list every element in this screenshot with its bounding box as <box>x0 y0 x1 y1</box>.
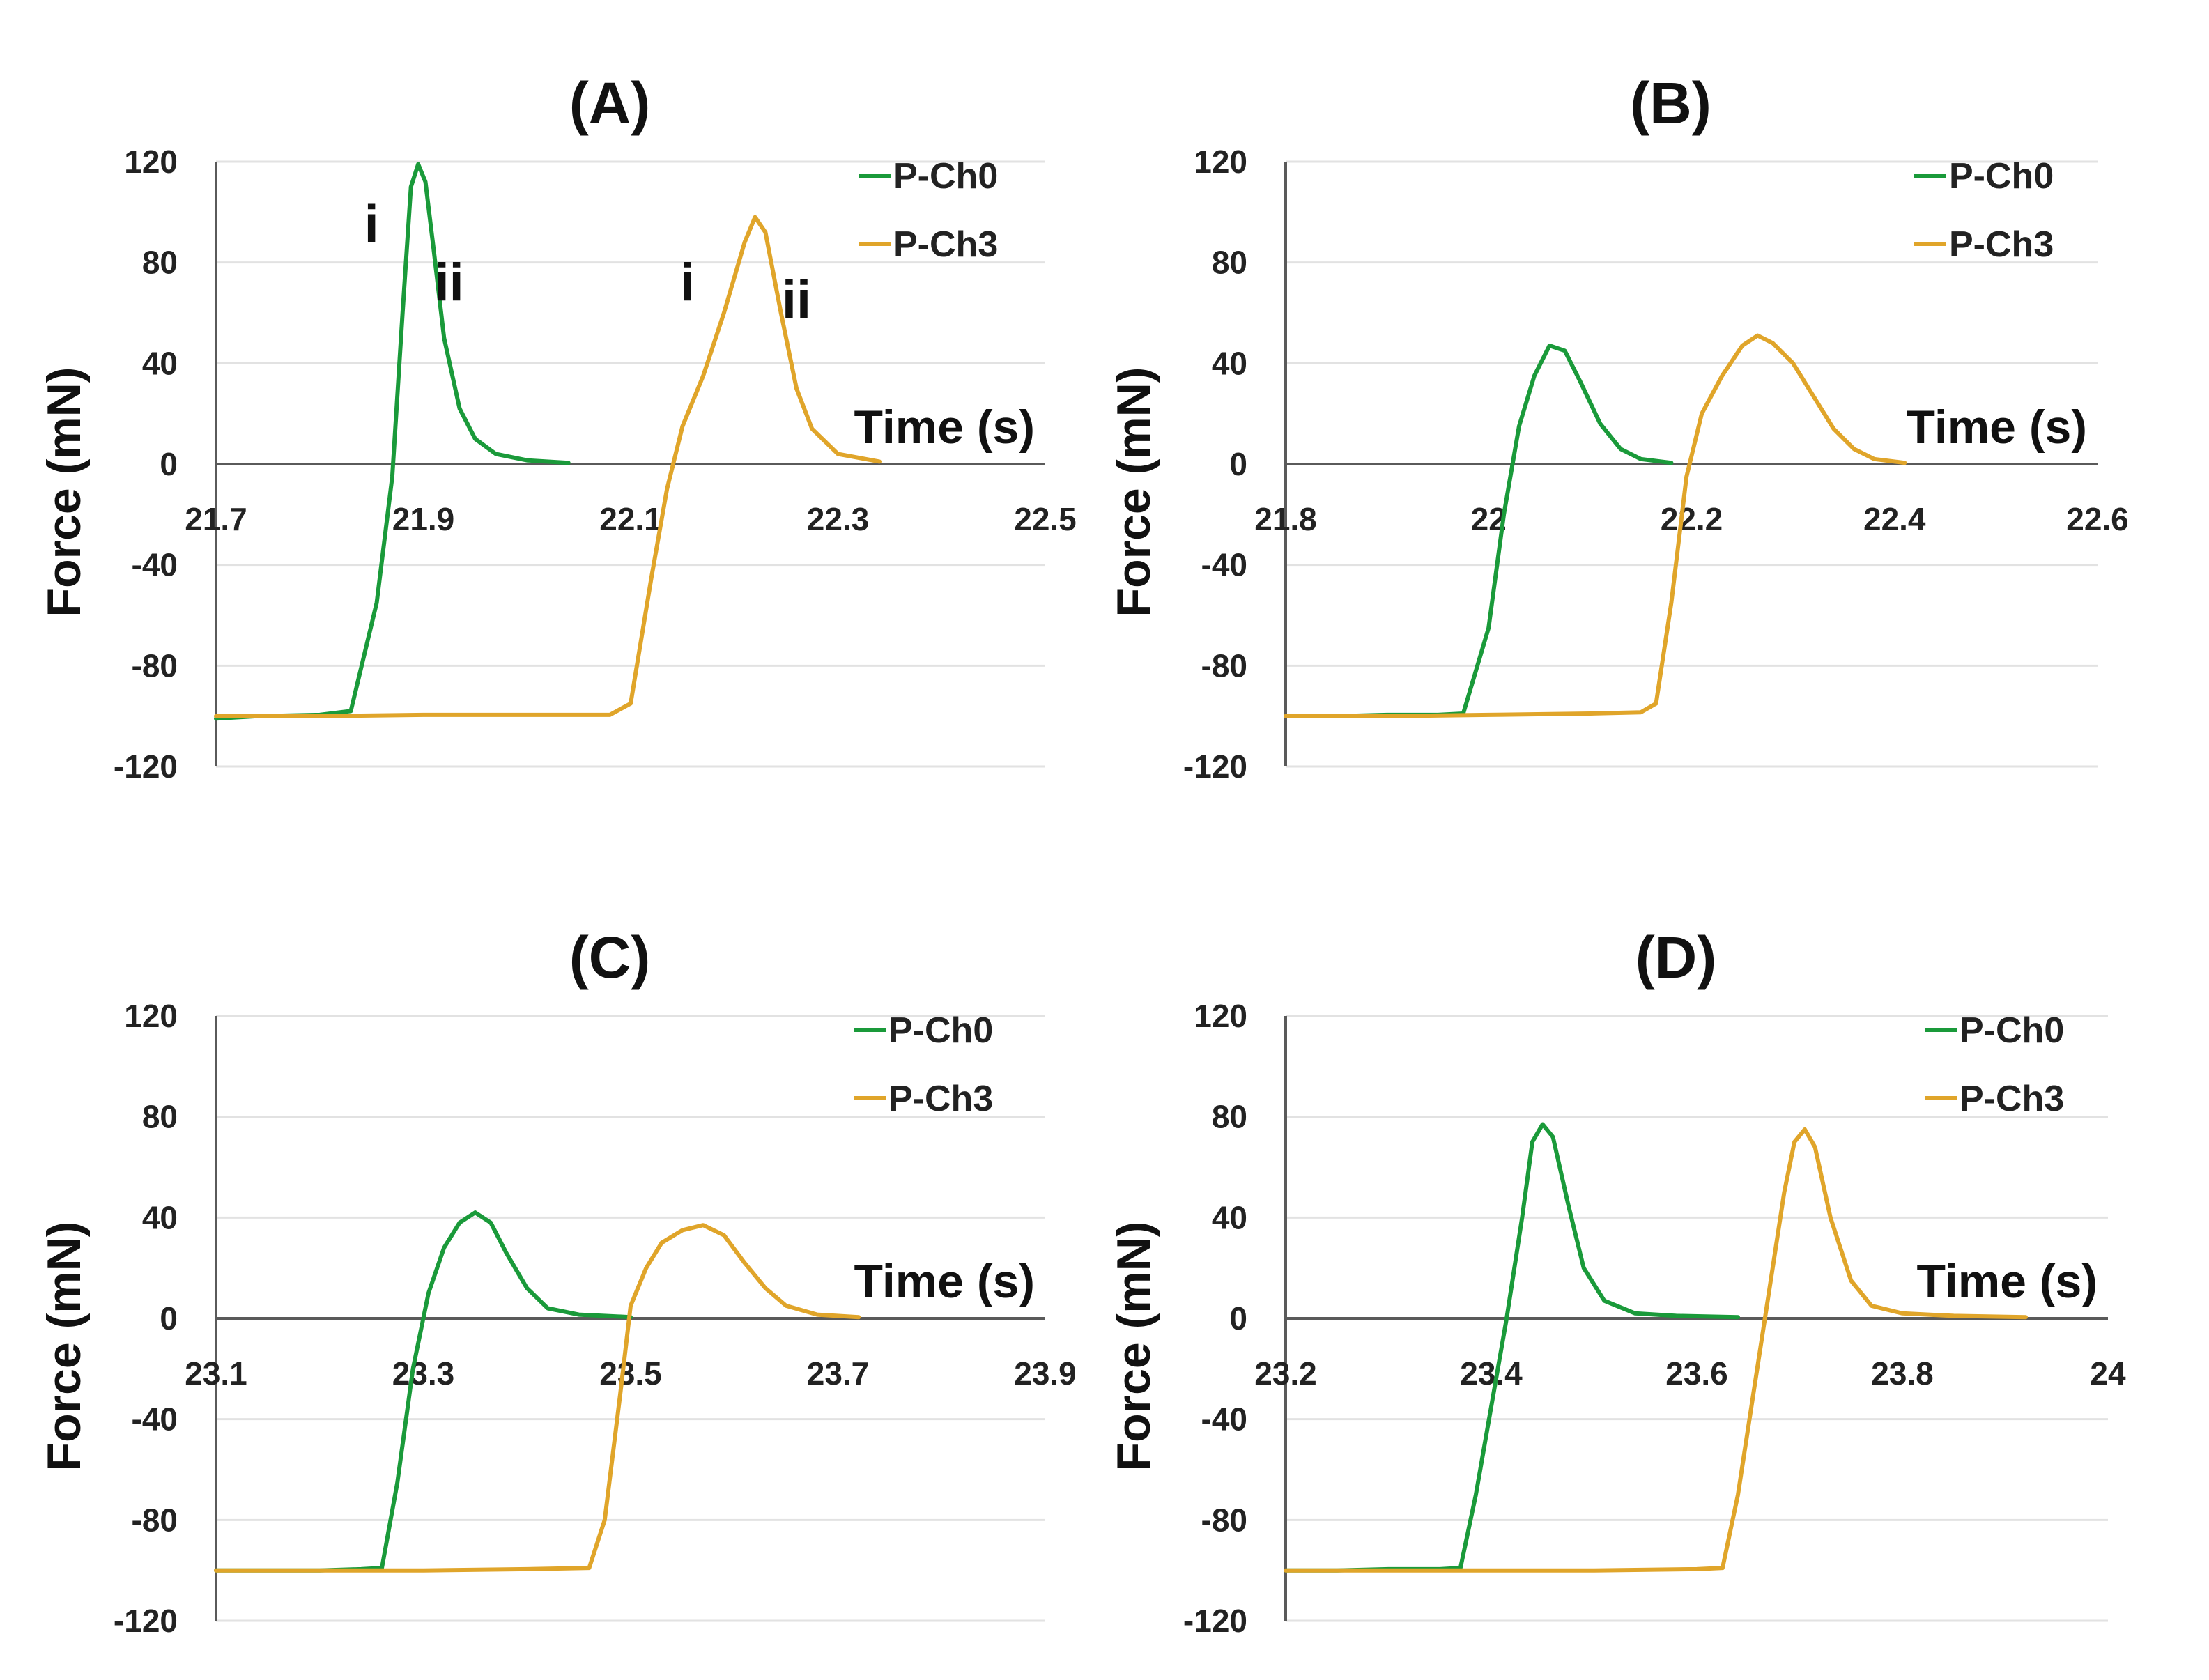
legend-label: P-Ch3 <box>893 224 998 265</box>
y-tick-label: 120 <box>124 144 178 180</box>
chart-panel-d: (D) 120 80 40 0 -40 -80 -120 23.2 23.4 23.6 23.8 24 F… <box>1107 925 2126 1639</box>
x-tick-label: 22.4 <box>1863 501 1926 537</box>
y-tick-label: 0 <box>160 446 178 482</box>
panel-title: (A) <box>569 70 651 136</box>
chart-panel-a: (A) 120 80 40 0 -40 -80 -120 21.7 21.9 22.1 22.3 22.… <box>38 70 1077 785</box>
annotation-label: i <box>364 195 379 254</box>
x-tick-label: 24 <box>2090 1355 2126 1392</box>
y-tick-label: 0 <box>160 1300 178 1336</box>
legend-label: P-Ch0 <box>888 1010 993 1051</box>
panel-title: (C) <box>569 925 651 990</box>
x-tick-label: 21.9 <box>392 501 455 537</box>
x-tick-label: 21.7 <box>185 501 247 537</box>
y-tick-label: -40 <box>1201 1401 1247 1438</box>
x-axis-title: Time (s) <box>1917 1255 2098 1308</box>
x-tick-label: 23.5 <box>599 1355 662 1392</box>
series-line-p-ch3 <box>1284 333 1907 718</box>
annotation-label: i <box>680 253 695 312</box>
x-tick-label: 22.1 <box>599 501 662 537</box>
legend-label: P-Ch3 <box>1949 224 2054 265</box>
y-axis-title: Force (mN) <box>38 367 91 617</box>
series-line-p-ch0 <box>1284 1122 1740 1573</box>
y-tick-label: 120 <box>124 998 178 1034</box>
x-tick-label: 23.9 <box>1014 1355 1077 1392</box>
x-tick-label: 22.2 <box>1661 501 1723 537</box>
y-tick-label: 40 <box>142 345 178 381</box>
y-tick-label: -80 <box>132 647 178 684</box>
series-line-p-ch0 <box>214 162 571 721</box>
y-tick-label: -40 <box>132 1401 178 1438</box>
legend-label: P-Ch0 <box>1960 1010 2064 1051</box>
x-tick-label: 21.8 <box>1254 501 1317 537</box>
series-line-p-ch3 <box>214 215 882 718</box>
x-axis-title: Time (s) <box>854 1255 1035 1308</box>
x-tick-label: 22.5 <box>1014 501 1077 537</box>
legend-label: P-Ch3 <box>888 1079 993 1119</box>
series-line-p-ch3 <box>1284 1127 2028 1573</box>
x-tick-label: 23.1 <box>185 1355 247 1392</box>
chart-panel-c: (C) 120 80 40 0 -40 -80 -120 23.1 23.3 23.5 23.7 23.… <box>38 925 1077 1639</box>
x-tick-label: 23.3 <box>392 1355 455 1392</box>
y-tick-label: 40 <box>142 1199 178 1235</box>
series-line-p-ch3 <box>214 1223 861 1573</box>
y-axis-title: Force (mN) <box>38 1222 91 1472</box>
x-tick-label: 23.4 <box>1460 1355 1523 1392</box>
y-tick-label: 40 <box>1212 1199 1247 1235</box>
y-tick-label: 120 <box>1194 144 1247 180</box>
y-tick-label: 120 <box>1194 998 1247 1034</box>
legend-label: P-Ch0 <box>1949 156 2054 196</box>
y-tick-label: 0 <box>1229 446 1247 482</box>
y-tick-label: -120 <box>114 748 178 785</box>
y-tick-label: 80 <box>142 245 178 281</box>
y-axis-title: Force (mN) <box>1107 367 1160 617</box>
panel-title: (D) <box>1635 925 1717 990</box>
y-tick-label: 40 <box>1212 345 1247 381</box>
y-tick-label: -80 <box>132 1502 178 1538</box>
y-tick-label: -120 <box>114 1603 178 1639</box>
annotation-label: ii <box>782 270 811 330</box>
y-tick-label: -40 <box>1201 547 1247 583</box>
x-tick-label: 23.6 <box>1665 1355 1728 1392</box>
y-tick-label: -80 <box>1201 647 1247 684</box>
legend-label: P-Ch0 <box>893 156 998 196</box>
y-tick-label: 0 <box>1229 1300 1247 1336</box>
x-axis-title: Time (s) <box>854 401 1035 454</box>
y-tick-label: -40 <box>132 547 178 583</box>
x-axis-title: Time (s) <box>1907 401 2087 454</box>
x-tick-label: 23.7 <box>807 1355 870 1392</box>
legend-label: P-Ch3 <box>1960 1079 2064 1119</box>
y-tick-label: -120 <box>1183 1603 1247 1639</box>
y-axis-title: Force (mN) <box>1107 1222 1160 1472</box>
y-tick-label: 80 <box>142 1099 178 1135</box>
y-tick-label: -120 <box>1183 748 1247 785</box>
x-tick-label: 23.2 <box>1254 1355 1317 1392</box>
y-tick-label: -80 <box>1201 1502 1247 1538</box>
x-tick-label: 22.3 <box>807 501 870 537</box>
x-tick-label: 23.8 <box>1871 1355 1934 1392</box>
x-tick-label: 22.6 <box>2066 501 2129 537</box>
y-tick-label: 80 <box>1212 1099 1247 1135</box>
annotation-label: ii <box>435 253 464 312</box>
y-tick-label: 80 <box>1212 245 1247 281</box>
panel-title: (B) <box>1630 70 1711 136</box>
